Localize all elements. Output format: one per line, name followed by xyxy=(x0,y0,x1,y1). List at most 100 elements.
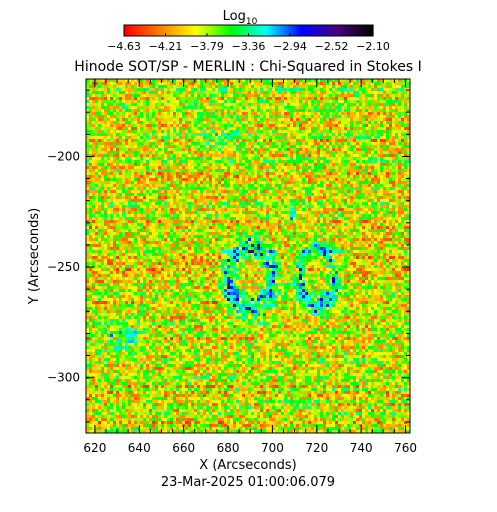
heatmap-cell xyxy=(407,205,410,208)
heatmap-cell xyxy=(170,190,173,193)
heatmap-cell xyxy=(263,196,266,199)
heatmap-cell xyxy=(242,88,245,91)
heatmap-cell xyxy=(236,208,239,211)
heatmap-cell xyxy=(380,100,383,103)
heatmap-cell xyxy=(86,94,89,97)
heatmap-cell xyxy=(137,208,140,211)
heatmap-cell xyxy=(329,145,332,148)
heatmap-cell xyxy=(224,190,227,193)
heatmap-cell xyxy=(371,118,374,121)
heatmap-cell xyxy=(137,178,140,181)
heatmap-cell xyxy=(200,166,203,169)
heatmap-cell xyxy=(125,196,128,199)
heatmap-cell xyxy=(158,175,161,178)
heatmap-cell xyxy=(86,154,89,157)
heatmap-cell xyxy=(338,100,341,103)
heatmap-cell xyxy=(326,124,329,127)
heatmap-cell xyxy=(185,199,188,202)
heatmap-cell xyxy=(212,160,215,163)
heatmap-cell xyxy=(119,151,122,154)
heatmap-cell xyxy=(233,160,236,163)
heatmap-cell xyxy=(101,121,104,124)
heatmap-cell xyxy=(296,196,299,199)
heatmap-cell xyxy=(404,121,407,124)
heatmap-cell xyxy=(224,88,227,91)
heatmap-cell xyxy=(185,85,188,88)
heatmap-cell xyxy=(284,133,287,136)
heatmap-cell xyxy=(149,205,152,208)
heatmap-cell xyxy=(251,82,254,85)
heatmap-cell xyxy=(167,79,170,82)
heatmap-cell xyxy=(182,97,185,100)
heatmap-cell xyxy=(398,157,401,160)
heatmap-cell xyxy=(248,169,251,172)
heatmap-cell xyxy=(233,211,236,214)
heatmap-cell xyxy=(110,133,113,136)
heatmap-cell xyxy=(227,211,230,214)
heatmap-cell xyxy=(185,142,188,145)
heatmap-cell xyxy=(128,88,131,91)
heatmap-cell xyxy=(86,124,89,127)
heatmap-cell xyxy=(194,196,197,199)
heatmap-cell xyxy=(110,91,113,94)
heatmap-cell xyxy=(182,145,185,148)
heatmap-cell xyxy=(182,139,185,142)
heatmap-cell xyxy=(281,211,284,214)
heatmap-cell xyxy=(371,178,374,181)
heatmap-cell xyxy=(200,157,203,160)
heatmap-cell xyxy=(371,85,374,88)
heatmap-cell xyxy=(173,79,176,82)
heatmap-cell xyxy=(323,190,326,193)
heatmap-cell xyxy=(296,109,299,112)
heatmap-cell xyxy=(278,184,281,187)
heatmap-cell xyxy=(221,118,224,121)
heatmap-cell xyxy=(293,136,296,139)
heatmap-cell xyxy=(167,181,170,184)
heatmap-cell xyxy=(368,166,371,169)
heatmap-cell xyxy=(167,196,170,199)
heatmap-cell xyxy=(383,145,386,148)
heatmap-cell xyxy=(380,124,383,127)
heatmap-cell xyxy=(311,112,314,115)
heatmap-cell xyxy=(398,148,401,151)
heatmap-cell xyxy=(98,145,101,148)
heatmap-cell xyxy=(149,100,152,103)
heatmap-cell xyxy=(119,160,122,163)
heatmap-cell xyxy=(215,169,218,172)
heatmap-cell xyxy=(206,196,209,199)
heatmap-cell xyxy=(194,187,197,190)
heatmap-cell xyxy=(323,139,326,142)
heatmap-cell xyxy=(227,88,230,91)
heatmap-cell xyxy=(386,94,389,97)
heatmap-cell xyxy=(209,97,212,100)
heatmap-cell xyxy=(374,112,377,115)
heatmap-cell xyxy=(314,196,317,199)
heatmap-cell xyxy=(236,154,239,157)
heatmap-cell xyxy=(116,88,119,91)
heatmap-cell xyxy=(257,109,260,112)
heatmap-cell xyxy=(242,100,245,103)
heatmap-cell xyxy=(281,172,284,175)
heatmap-cell xyxy=(140,184,143,187)
heatmap-cell xyxy=(158,193,161,196)
heatmap-cell xyxy=(125,112,128,115)
heatmap-cell xyxy=(338,79,341,82)
heatmap-cell xyxy=(305,160,308,163)
heatmap-cell xyxy=(335,139,338,142)
heatmap-cell xyxy=(245,208,248,211)
heatmap-cell xyxy=(374,208,377,211)
heatmap-cell xyxy=(386,139,389,142)
heatmap-cell xyxy=(332,199,335,202)
heatmap-cell xyxy=(281,166,284,169)
heatmap-cell xyxy=(233,208,236,211)
heatmap-cell xyxy=(392,172,395,175)
heatmap-cell xyxy=(275,205,278,208)
heatmap-cell xyxy=(281,85,284,88)
heatmap-cell xyxy=(317,205,320,208)
heatmap-cell xyxy=(143,106,146,109)
heatmap-cell xyxy=(383,181,386,184)
heatmap-cell xyxy=(269,202,272,205)
heatmap-cell xyxy=(386,130,389,133)
heatmap-cell xyxy=(152,184,155,187)
heatmap-cell xyxy=(167,142,170,145)
